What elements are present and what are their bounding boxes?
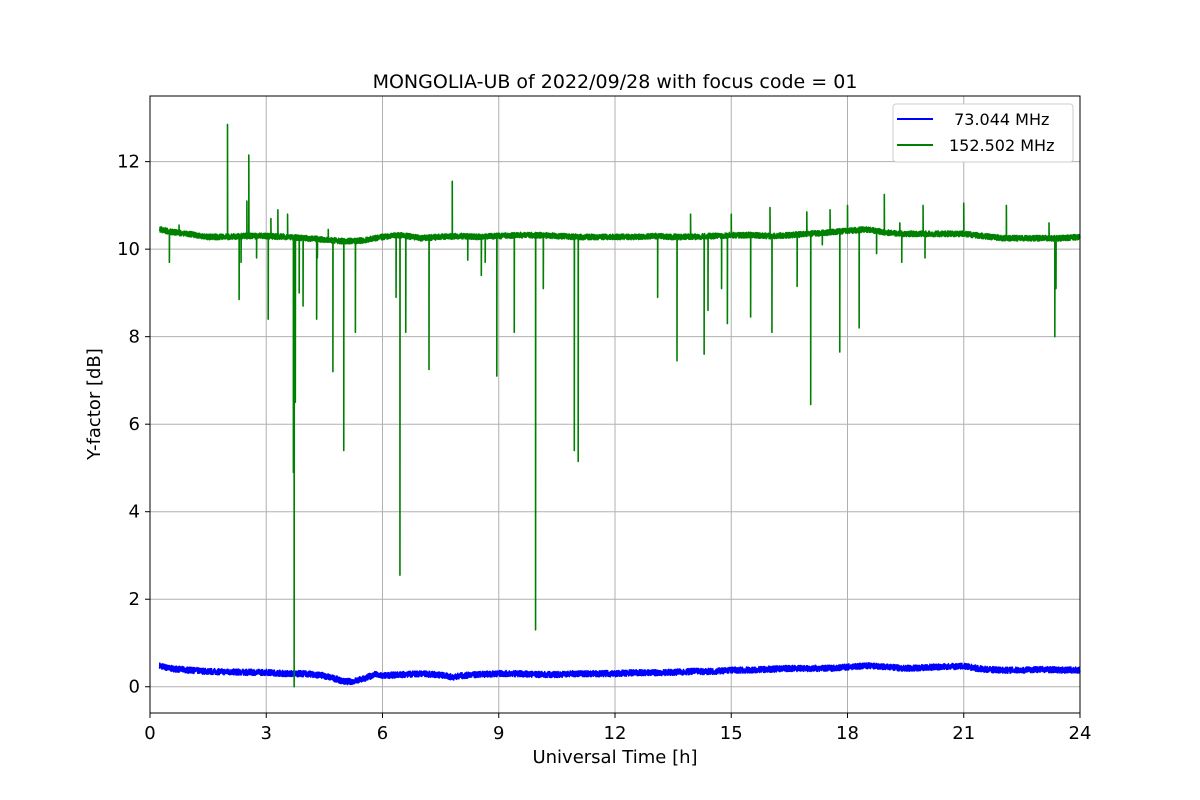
chart-title: MONGOLIA-UB of 2022/09/28 with focus cod… xyxy=(373,71,858,93)
series-152mhz xyxy=(158,123,1081,688)
x-tick-label: 24 xyxy=(1069,723,1092,744)
x-tick-label: 12 xyxy=(604,723,627,744)
y-tick-label: 2 xyxy=(129,589,140,610)
x-tick-label: 0 xyxy=(144,723,155,744)
x-tick-label: 18 xyxy=(836,723,859,744)
y-tick-label: 0 xyxy=(129,677,140,698)
x-axis-label: Universal Time [h] xyxy=(532,747,697,768)
grid xyxy=(149,96,1081,713)
x-tick-label: 9 xyxy=(493,723,504,744)
y-tick-label: 10 xyxy=(117,239,140,260)
x-tick-label: 21 xyxy=(952,723,975,744)
legend-label-73mhz: 73.044 MHz xyxy=(949,110,1049,129)
legend-box xyxy=(892,103,1074,163)
y-tick-label: 12 xyxy=(117,152,140,173)
x-tick-label: 6 xyxy=(377,723,388,744)
y-axis-label: Y-factor [dB] xyxy=(84,348,105,461)
series-layer xyxy=(158,123,1081,688)
series-73mhz xyxy=(158,662,1081,686)
legend-label-152mhz: 152.502 MHz xyxy=(949,136,1054,155)
y-tick-label: 6 xyxy=(129,414,140,435)
legend: 73.044 MHz 152.502 MHz xyxy=(892,103,1074,163)
y-tick-label: 4 xyxy=(129,502,140,523)
x-tick-label: 3 xyxy=(261,723,272,744)
y-tick-label: 8 xyxy=(129,327,140,348)
x-tick-label: 15 xyxy=(720,723,743,744)
